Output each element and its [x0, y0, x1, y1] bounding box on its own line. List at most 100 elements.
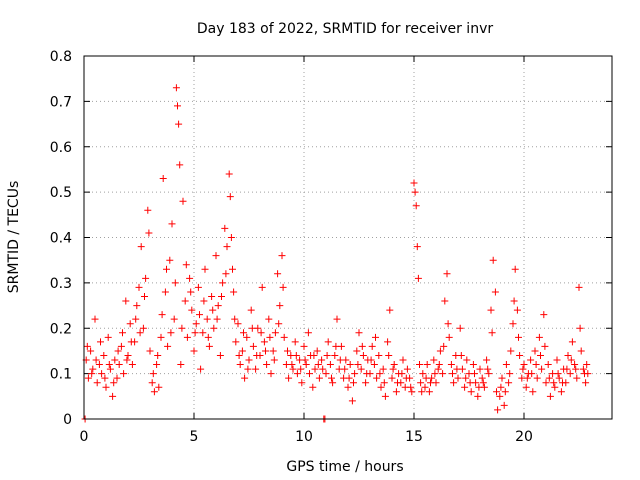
data-point	[319, 365, 327, 373]
data-point	[260, 338, 268, 346]
data-point	[212, 252, 220, 260]
data-point	[467, 388, 475, 396]
data-point	[494, 406, 502, 414]
data-point	[564, 351, 572, 359]
data-point	[479, 379, 487, 387]
data-point	[265, 315, 273, 323]
data-point	[372, 333, 379, 341]
data-point	[408, 388, 416, 396]
data-point	[414, 274, 422, 282]
data-point	[447, 361, 455, 369]
data-point	[311, 365, 319, 373]
data-point	[469, 361, 477, 369]
data-point	[507, 347, 515, 355]
data-point	[310, 351, 318, 359]
data-point	[164, 342, 172, 350]
data-point	[227, 234, 235, 241]
data-point	[291, 338, 299, 346]
data-point	[285, 374, 293, 382]
data-point	[266, 333, 274, 341]
data-point	[502, 361, 510, 369]
data-point	[105, 361, 113, 369]
data-point	[132, 315, 140, 323]
data-point	[318, 356, 326, 364]
data-point	[379, 365, 387, 373]
data-point	[445, 333, 453, 341]
data-point	[427, 379, 434, 387]
x-tick-label: 15	[405, 429, 423, 445]
data-point	[358, 342, 366, 350]
data-point	[341, 365, 349, 373]
data-point	[248, 324, 256, 332]
data-point	[412, 202, 420, 210]
data-point	[423, 361, 431, 369]
data-point	[566, 370, 574, 378]
data-point	[367, 356, 375, 364]
data-point	[413, 243, 421, 251]
data-point	[106, 365, 114, 373]
data-point	[144, 206, 152, 214]
data-point	[301, 356, 309, 364]
data-point	[278, 252, 286, 260]
data-point	[284, 347, 291, 355]
data-point	[159, 175, 167, 183]
data-point	[222, 270, 230, 278]
data-point	[375, 351, 383, 359]
data-point	[298, 379, 306, 387]
data-point	[496, 392, 504, 400]
data-point	[270, 356, 278, 364]
y-tick-label: 0.3	[50, 276, 72, 292]
data-point	[174, 102, 181, 110]
data-point	[209, 306, 217, 314]
data-point	[572, 365, 580, 373]
data-point	[510, 297, 518, 305]
data-point	[292, 351, 300, 359]
data-point	[398, 370, 406, 378]
data-point	[300, 342, 308, 350]
data-point	[553, 356, 561, 364]
data-point	[522, 383, 530, 391]
data-point	[392, 388, 400, 396]
data-point	[381, 392, 389, 400]
data-point	[516, 351, 524, 359]
data-point	[186, 274, 194, 282]
data-point	[333, 315, 341, 323]
y-axis-label: SRMTID / TECUs	[6, 181, 22, 294]
data-point	[380, 379, 388, 387]
data-point	[115, 361, 123, 369]
data-point	[238, 347, 246, 355]
data-point	[163, 265, 170, 273]
data-point	[449, 370, 456, 378]
data-point	[370, 361, 378, 369]
data-point	[110, 379, 118, 387]
data-point	[581, 370, 588, 378]
data-point	[357, 365, 365, 373]
data-point	[475, 383, 483, 391]
data-point	[216, 351, 224, 359]
y-tick-label: 0.1	[50, 367, 72, 383]
data-point	[100, 351, 108, 359]
data-point	[133, 302, 141, 310]
data-point	[241, 374, 249, 382]
x-tick-label: 20	[515, 429, 533, 445]
data-point	[172, 84, 180, 92]
data-point	[197, 365, 205, 373]
y-tick-label: 0.7	[50, 94, 72, 110]
data-point	[505, 379, 513, 387]
data-point	[234, 320, 242, 328]
data-point	[271, 329, 279, 337]
data-point	[201, 265, 209, 273]
data-point	[109, 392, 117, 400]
data-point	[346, 361, 354, 369]
data-point	[149, 370, 157, 378]
data-point	[435, 361, 443, 369]
data-point	[123, 356, 131, 364]
data-point	[501, 388, 509, 396]
data-point	[373, 374, 381, 382]
data-point	[577, 347, 585, 355]
data-point	[95, 361, 103, 369]
data-point	[386, 306, 394, 314]
data-point	[511, 265, 519, 273]
data-point	[258, 283, 266, 291]
data-point	[399, 356, 407, 364]
